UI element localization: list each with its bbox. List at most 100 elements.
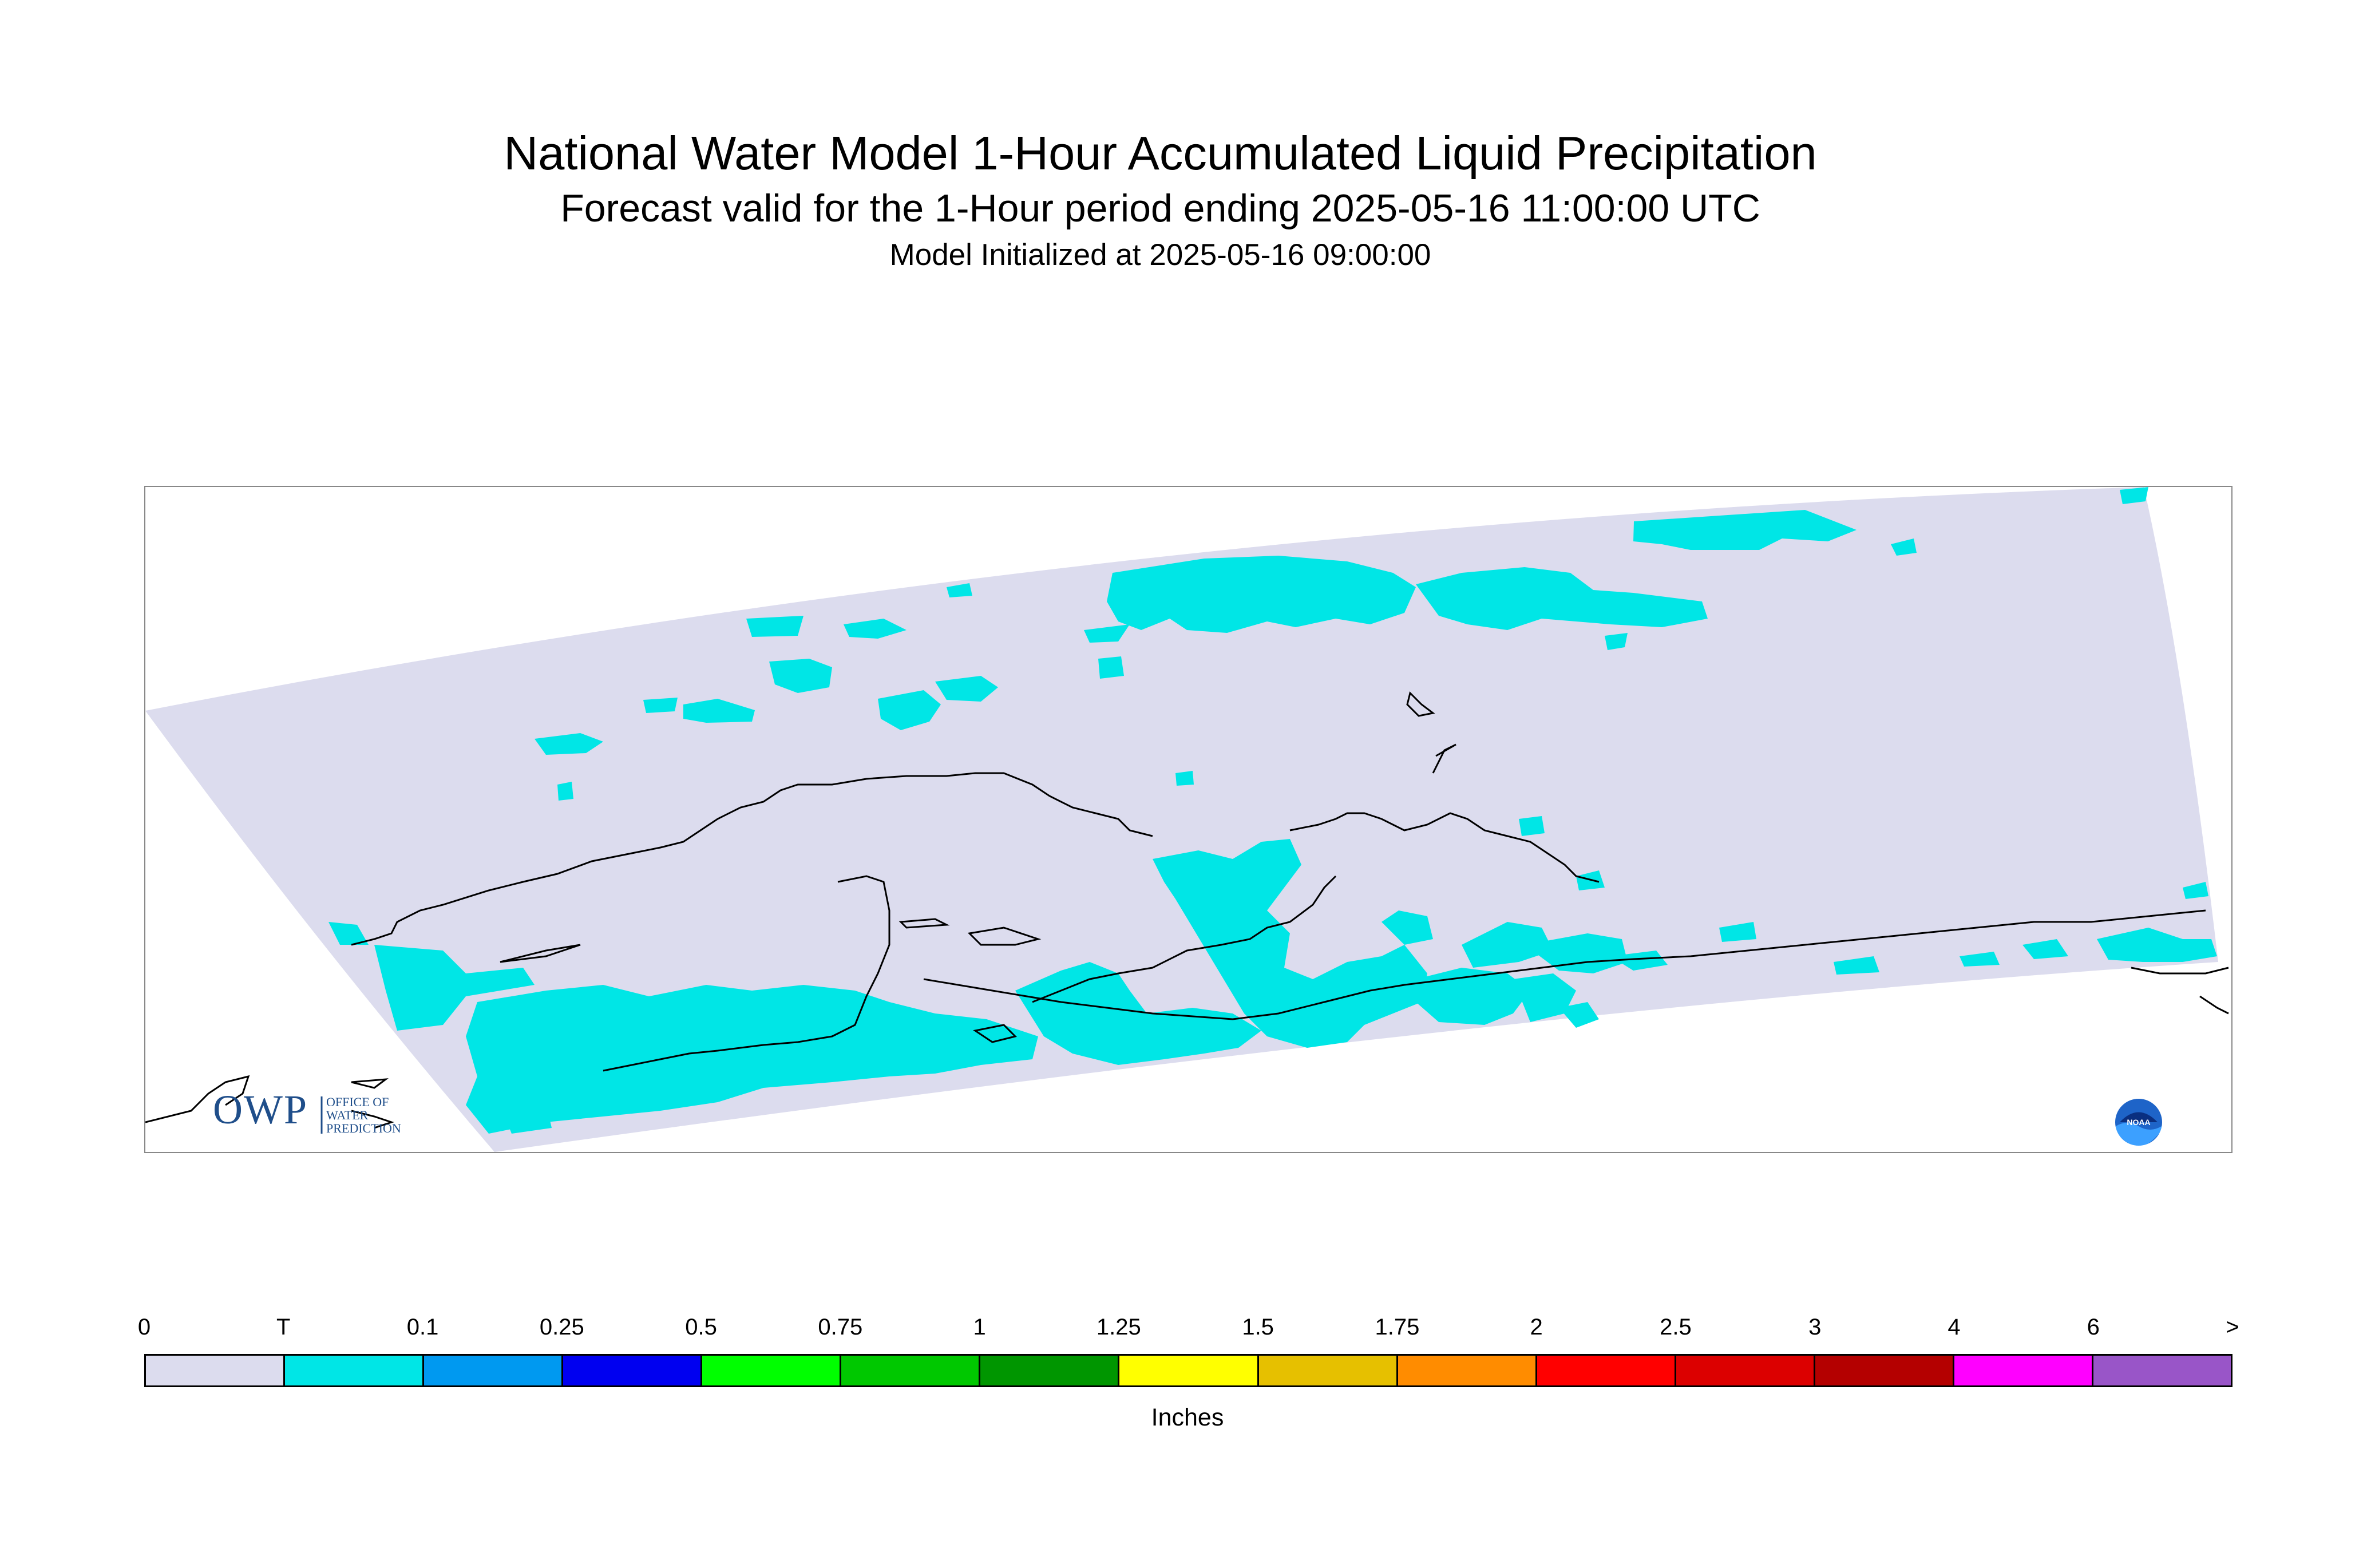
legend-swatch [1676,1356,1815,1385]
legend-swatch [2093,1356,2231,1385]
inlet [1289,812,1600,883]
precip-patch [1015,962,1261,1065]
legend-swatch [424,1356,564,1385]
precip-patch [746,616,803,637]
legend-tick-label: 2.5 [1660,1314,1692,1340]
legend-unit-label: Inches [1151,1404,1224,1431]
noaa-logo: NOAA [2114,1098,2163,1147]
coastline-west [351,772,1153,946]
precip-patch [769,659,832,693]
legend-tick-label: 3 [1808,1314,1822,1340]
legend-tick-label: 0.25 [539,1314,584,1340]
precip-patch [643,698,678,713]
precip-patch [557,782,573,801]
precip-patch [466,985,1038,1134]
coastlines [145,691,2229,1129]
precip-patch [844,619,907,639]
precip-patch [1513,973,1576,1022]
aleutian-coast [145,1075,250,1123]
map-title: National Water Model 1-Hour Accumulated … [504,126,1817,180]
map-panel: OWP OFFICE OF WATER PREDICTION NOAA [144,486,2232,1153]
svg-text:OWP: OWP [213,1088,308,1133]
legend-swatch [1815,1356,1954,1385]
legend-swatch [1119,1356,1259,1385]
precip-patch [1416,968,1530,1025]
island-north-2 [1432,743,1456,774]
precip-patch [947,583,972,597]
legend-colorbar [144,1354,2232,1387]
legend-tick-label: > [2226,1314,2239,1340]
legend-swatch [1398,1356,1537,1385]
precip-patch [935,676,998,702]
precip-patch [1519,816,1545,836]
precip-patch [878,690,941,730]
legend-tick-label: 1.5 [1242,1314,1274,1340]
legend-swatch [1258,1356,1398,1385]
svg-text:OFFICE OF: OFFICE OF [326,1095,389,1109]
legend-labels: 0 T 0.1 0.25 0.5 0.75 1 1.25 1.5 1.75 2 2.5 3 4 6 > [0,1314,2375,1349]
precip-patch [1153,839,1427,1048]
se-alaska-coast-2 [2199,995,2229,1015]
svg-text:PREDICTION: PREDICTION [326,1121,401,1135]
precip-patch [1605,633,1628,650]
lake-2 [898,918,950,929]
model-domain [145,487,2218,1152]
legend-swatch [702,1356,842,1385]
legend-tick-label: 0.75 [818,1314,863,1340]
legend-swatch [285,1356,425,1385]
precip-patch [500,1102,552,1134]
precip-patch [2120,487,2148,504]
legend-swatch [563,1356,703,1385]
precip-patch [1891,538,1917,556]
legend-tick-label: 1.75 [1375,1314,1420,1340]
legend-swatch [841,1356,981,1385]
legend-swatch [146,1356,286,1385]
model-init-line: Model Initialized at 2025-05-16 09:00:00 [889,238,1431,272]
legend-tick-label: T [276,1314,291,1340]
legend-tick-label: 1 [973,1314,986,1340]
legend-tick-label: 0.5 [685,1314,717,1340]
precip-patch [328,922,369,945]
lake-1 [967,926,1042,946]
coastline-southcentral [923,909,2206,1020]
precip-patch [1098,656,1124,679]
coastline-south [603,875,890,1072]
kodiak-area [973,1024,1017,1043]
precip-patch [1416,567,1708,630]
precip-patch [1107,556,1416,633]
legend-tick-label: 6 [2087,1314,2100,1340]
precip-patch [1559,1002,1599,1028]
precip-patch [1633,510,1857,550]
legend-tick-label: 0.1 [406,1314,439,1340]
se-alaska-coast [2131,967,2229,975]
precip-patch [1834,956,1879,975]
precipitation-map [145,487,2229,1152]
svg-text:WATER: WATER [326,1108,369,1122]
svg-text:NOAA: NOAA [2127,1118,2150,1127]
precip-patch [2097,928,2217,962]
precip-patch [1084,624,1130,643]
owp-logo: OWP OFFICE OF WATER PREDICTION [213,1088,401,1135]
precip-patch [2183,882,2208,899]
legend-tick-label: 0 [137,1314,151,1340]
precip-patch [1610,951,1668,971]
peninsula [1032,875,1337,1003]
precip-patch [1525,933,1628,973]
precip-patch [2022,939,2068,959]
island-north [1406,691,1435,717]
precip-patch [1462,922,1553,968]
coast-southwest [351,1110,394,1129]
legend-swatch [980,1356,1120,1385]
precip-patch [1175,771,1194,786]
precip-patch [1382,910,1433,945]
legend-tick-label: 4 [1948,1314,1961,1340]
legend-tick-label: 1.25 [1096,1314,1141,1340]
precip-patch [683,699,755,723]
precip-patch [1960,952,2000,967]
legend-swatch [1954,1356,2093,1385]
aleutian-island [351,1078,389,1089]
lake-3 [500,944,581,963]
legend-swatch [1537,1356,1676,1385]
trace-precip-areas [328,487,2217,1134]
precip-patch [1719,922,1756,942]
